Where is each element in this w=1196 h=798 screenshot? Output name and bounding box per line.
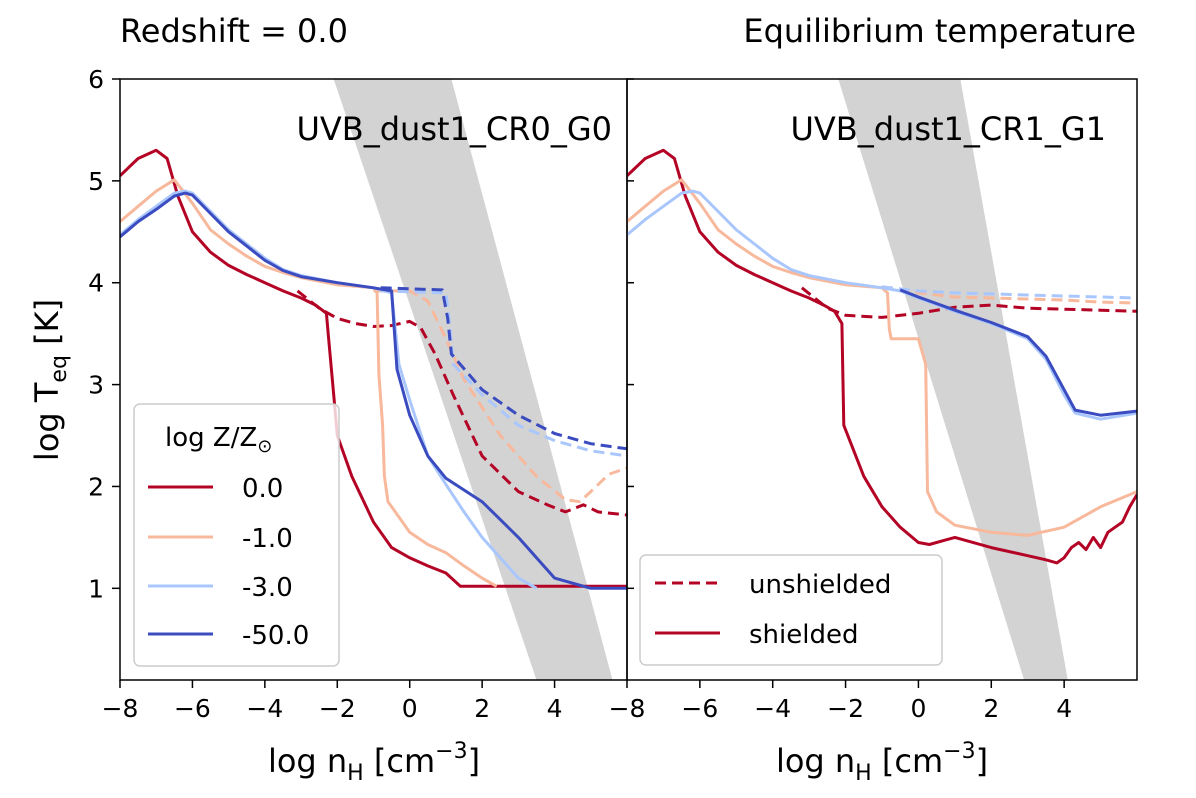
y-tick-label: 2 (88, 472, 104, 501)
left-panel: −8 −6 −4 −2 0 2 4 1 2 3 4 5 6 UVB_dust1_CR0_G0 log … (88, 65, 628, 723)
x-tick-label: −8 (102, 694, 139, 723)
x-tick-label: −2 (827, 694, 864, 723)
x-tick-label: −6 (174, 694, 211, 723)
series-line-shielded--50_0 (627, 189, 1137, 421)
series-group-right (627, 148, 1137, 565)
x-ticks-left: −8 −6 −4 −2 0 2 4 (102, 680, 563, 723)
right-panel-title: Equilibrium temperature (743, 12, 1136, 50)
legend-label-0: 0.0 (242, 474, 283, 504)
legend-label-shielded: shielded (749, 620, 858, 650)
y-tick-label: 1 (88, 574, 104, 603)
x-tick-label: −6 (681, 694, 718, 723)
series-line-unshielded-0_0 (296, 289, 627, 517)
series-line-shielded--1_0 (627, 178, 1137, 537)
x-tick-label: 4 (1056, 694, 1072, 723)
x-tick-label: 4 (547, 694, 563, 723)
legend-shielding: unshielded shielded (639, 554, 943, 666)
legend-label-2: -3.0 (242, 573, 293, 603)
model-label-right: UVB_dust1_CR1_G1 (790, 110, 1106, 148)
legend-title: log Z/Z⊙ (165, 423, 272, 457)
right-panel: −8 −6 −4 −2 0 2 4 UVB_dust1_CR1_G1 unshielded … (609, 78, 1138, 723)
plot-frame-right (626, 78, 1138, 681)
model-label-left: UVB_dust1_CR0_G0 (296, 110, 612, 148)
series-line-unshielded--50_0 (380, 286, 627, 451)
series-line-shielded--3_0 (899, 288, 1137, 417)
legend-box (133, 403, 340, 667)
series-line-unshielded--3_0 (380, 289, 627, 458)
legend-label-1: -1.0 (242, 524, 293, 554)
series-line-unshielded--1_0 (373, 289, 627, 504)
x-tick-label: −8 (609, 694, 646, 723)
legend-label-3: -50.0 (242, 621, 309, 651)
x-axis-label-right: log nH [cm−3] (776, 739, 988, 786)
y-ticks-left: 1 2 3 4 5 6 (88, 65, 120, 603)
x-tick-label: 0 (910, 694, 926, 723)
x-tick-label: −4 (246, 694, 283, 723)
x-tick-label: 2 (474, 694, 490, 723)
x-axis-label-left: log nH [cm−3] (268, 739, 480, 786)
shielding-band-right (838, 79, 1068, 680)
y-tick-label: 3 (88, 371, 104, 400)
series-line-unshielded--1_0 (881, 286, 1137, 305)
series-line-shielded--50_0 (120, 191, 627, 590)
y-tick-label: 5 (88, 167, 104, 196)
series-group-left (120, 148, 627, 590)
series-line-shielded-0_0 (627, 148, 1137, 565)
x-tick-label: −4 (754, 694, 791, 723)
legend-metallicity: log Z/Z⊙ 0.0 -1.0 -3.0 -50.0 (133, 403, 340, 667)
x-tick-label: 2 (983, 694, 999, 723)
x-tick-label: −2 (319, 694, 356, 723)
series-line-unshielded--50_0 (881, 285, 1137, 300)
series-line-unshielded-0_0 (800, 286, 1137, 319)
x-tick-label: 0 (402, 694, 418, 723)
left-panel-title: Redshift = 0.0 (120, 12, 348, 50)
y-axis-label: log Teq [K] (28, 299, 72, 461)
y-tick-label: 6 (88, 65, 104, 94)
legend-label-unshielded: unshielded (749, 570, 891, 600)
x-ticks-right: −8 −6 −4 −2 0 2 4 (609, 680, 1072, 723)
y-tick-label: 4 (88, 269, 104, 298)
